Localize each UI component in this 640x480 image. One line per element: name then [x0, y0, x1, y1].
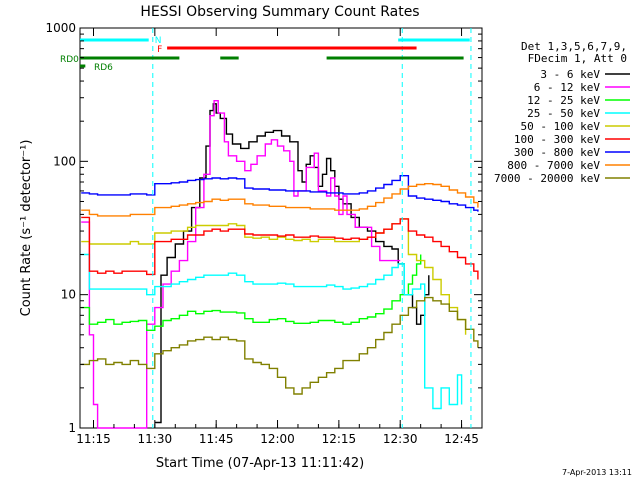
- legend: Det 1,3,5,6,7,9,FDecim 1, Att 0 3 - 6 keV…: [494, 40, 630, 185]
- series-line-6: [81, 175, 479, 212]
- legend-header-1: FDecim 1, Att 0: [528, 52, 627, 65]
- flag-label-f: F: [157, 45, 162, 55]
- legend-entry-4: 50 - 100 keV: [521, 120, 601, 133]
- flag-label-rd0: RD0: [60, 55, 79, 65]
- flag-label-rd6: RD6: [94, 63, 113, 73]
- legend-entry-5: 100 - 300 keV: [514, 133, 600, 146]
- y-axis-label: Count Rate (s⁻¹ detector⁻¹): [19, 140, 34, 317]
- legend-entry-7: 800 - 7000 keV: [507, 159, 600, 172]
- series-line-2: [81, 254, 422, 331]
- legend-entry-1: 6 - 12 keV: [534, 81, 601, 94]
- series-line-3: [81, 253, 463, 410]
- series-line-5: [81, 216, 479, 280]
- legend-entry-8: 7000 - 20000 keV: [494, 172, 600, 185]
- flags-layer: NF RD0 RD6: [60, 28, 472, 428]
- legend-entry-0: 3 - 6 keV: [540, 68, 600, 81]
- y-tick-label-0: 1: [68, 421, 76, 435]
- chart-title: HESSI Observing Summary Count Rates: [140, 4, 419, 20]
- series-line-7: [81, 183, 479, 217]
- x-tick-label-5: 12:30: [383, 432, 418, 446]
- x-tick-label-2: 11:45: [199, 432, 234, 446]
- series-line-4: [81, 218, 467, 335]
- y-tick-label-3: 1000: [45, 21, 76, 35]
- legend-header-0: Det 1,3,5,6,7,9,: [521, 40, 627, 53]
- x-tick-label-4: 12:15: [322, 432, 357, 446]
- axes-layer: 11:15 11:30 11:45 12:00 12:15 12:30 12:45 1 10 10…: [45, 21, 483, 446]
- x-tick-label-1: 11:30: [138, 432, 173, 446]
- y-tick-label-1: 10: [61, 288, 76, 302]
- legend-entry-3: 25 - 50 keV: [527, 107, 600, 120]
- y-tick-label-2: 100: [53, 154, 76, 168]
- x-tick-label-6: 12:45: [444, 432, 479, 446]
- x-tick-label-0: 11:15: [76, 432, 111, 446]
- series-line-0: [154, 103, 430, 424]
- flag-label-n: N: [155, 36, 162, 46]
- footer-date: 7-Apr-2013 13:11: [562, 468, 632, 477]
- x-tick-label-3: 12:00: [260, 432, 295, 446]
- plot-area: [79, 27, 483, 429]
- legend-entry-6: 300 - 800 keV: [514, 146, 600, 159]
- series-line-1: [81, 100, 401, 429]
- series-line-8: [81, 296, 479, 395]
- legend-entry-2: 12 - 25 keV: [527, 94, 600, 107]
- plot-frame: [79, 27, 483, 429]
- series-layer: [81, 100, 479, 429]
- x-axis-label: Start Time (07-Apr-13 11:11:42): [156, 456, 364, 471]
